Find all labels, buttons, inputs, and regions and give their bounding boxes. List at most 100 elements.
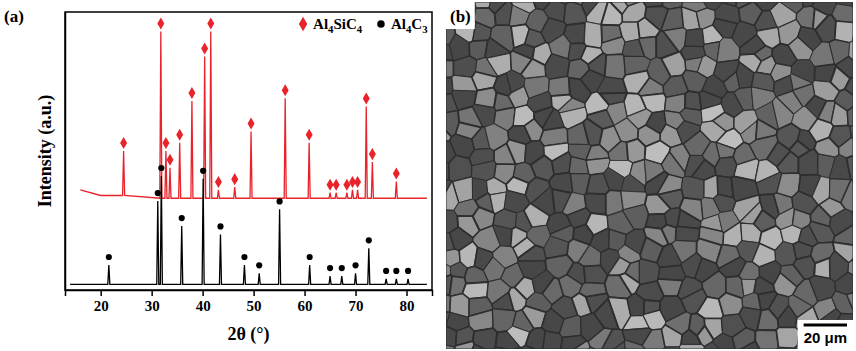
legend-label: Al4C3 [391, 16, 428, 35]
x-tick: 20 [94, 290, 109, 314]
grain [701, 342, 725, 349]
peak-marker [120, 137, 127, 149]
grain [815, 15, 836, 42]
grain [661, 52, 686, 77]
x-tick: 50 [247, 290, 262, 314]
peak-marker [155, 190, 161, 196]
x-tick: 60 [298, 290, 313, 314]
peak-marker [179, 215, 185, 221]
grain [777, 151, 799, 173]
x-axis: 20304050607080 [66, 290, 433, 314]
grain [521, 345, 547, 349]
grain [809, 221, 835, 243]
grain [685, 29, 705, 47]
x-tick-label: 60 [298, 298, 313, 314]
grain [604, 167, 625, 191]
x-tick-mark [151, 290, 153, 296]
grain [545, 54, 570, 80]
plot-frame [65, 12, 432, 290]
x-tick-label: 40 [196, 298, 211, 314]
plot-area [70, 17, 427, 284]
x-tick-label: 30 [145, 298, 160, 314]
grain [717, 38, 740, 63]
peak-marker [277, 198, 283, 204]
legend: Al4SiC4 Al4C3 [299, 16, 428, 35]
grain [531, 155, 554, 181]
grain [798, 149, 818, 175]
x-tick: 70 [349, 290, 364, 314]
x-tick-mark [355, 290, 357, 296]
peak-marker [306, 129, 313, 141]
grain [465, 344, 492, 349]
legend-marker [377, 20, 385, 28]
peak-marker [352, 262, 358, 268]
x-tick-mark [304, 290, 306, 296]
panel-label: (b) [450, 7, 471, 26]
x-tick-mark [253, 290, 255, 296]
x-tick-label: 50 [247, 298, 262, 314]
peak-marker [106, 254, 112, 260]
peak-marker [157, 17, 164, 29]
peak-marker [354, 176, 361, 188]
grain [661, 7, 684, 31]
x-tick-mark [202, 290, 204, 296]
grain [621, 174, 645, 192]
legend-marker [299, 17, 307, 31]
x-tick-mark [406, 290, 408, 296]
peak-marker [158, 165, 164, 171]
grain [624, 340, 646, 349]
grain [614, 118, 638, 142]
grain [446, 59, 454, 77]
grain [601, 2, 622, 25]
grain [564, 2, 587, 25]
peak-marker [327, 265, 333, 271]
grain [662, 325, 683, 347]
peak-marker [405, 268, 411, 274]
grain [605, 341, 628, 349]
grain [493, 225, 512, 247]
legend-label: Al4SiC4 [313, 16, 363, 35]
peak-marker [363, 92, 370, 104]
grain [676, 226, 700, 241]
grain [507, 140, 526, 165]
peak-marker [217, 223, 223, 229]
legend-item: Al4SiC4 [299, 16, 363, 35]
peak-marker [256, 262, 262, 268]
grain [788, 37, 813, 60]
grain [835, 21, 853, 43]
x-tick: 30 [145, 290, 160, 314]
grain [605, 54, 626, 79]
y-axis [65, 13, 66, 291]
peak-marker [167, 154, 174, 166]
peak-marker [282, 84, 289, 96]
grain [776, 327, 799, 348]
grain [446, 326, 457, 347]
grain [549, 76, 570, 96]
figure: 20304050607080Al4SiC4Al4C32θ (°)Intensit… [0, 0, 856, 351]
peak-marker [339, 265, 345, 271]
micrograph-ground [446, 2, 853, 349]
peak-marker [231, 173, 238, 185]
grain [584, 22, 602, 48]
grain [847, 154, 853, 180]
micrograph-border [446, 2, 853, 349]
grain [524, 204, 550, 228]
panel-label: (a) [4, 7, 24, 26]
peak-marker [200, 168, 206, 174]
peak-marker [207, 17, 214, 29]
grain [793, 256, 815, 279]
grain [578, 245, 601, 266]
peak-marker [327, 179, 334, 191]
grain [841, 180, 853, 212]
grain [473, 104, 496, 127]
peak-marker [201, 42, 208, 54]
grain [601, 37, 625, 55]
grain [521, 59, 546, 79]
grain [723, 222, 742, 247]
grain [847, 103, 853, 126]
label-patch [446, 2, 475, 29]
peak-marker [241, 254, 247, 260]
grain [543, 331, 563, 349]
grain [715, 157, 737, 178]
grain [594, 299, 619, 330]
